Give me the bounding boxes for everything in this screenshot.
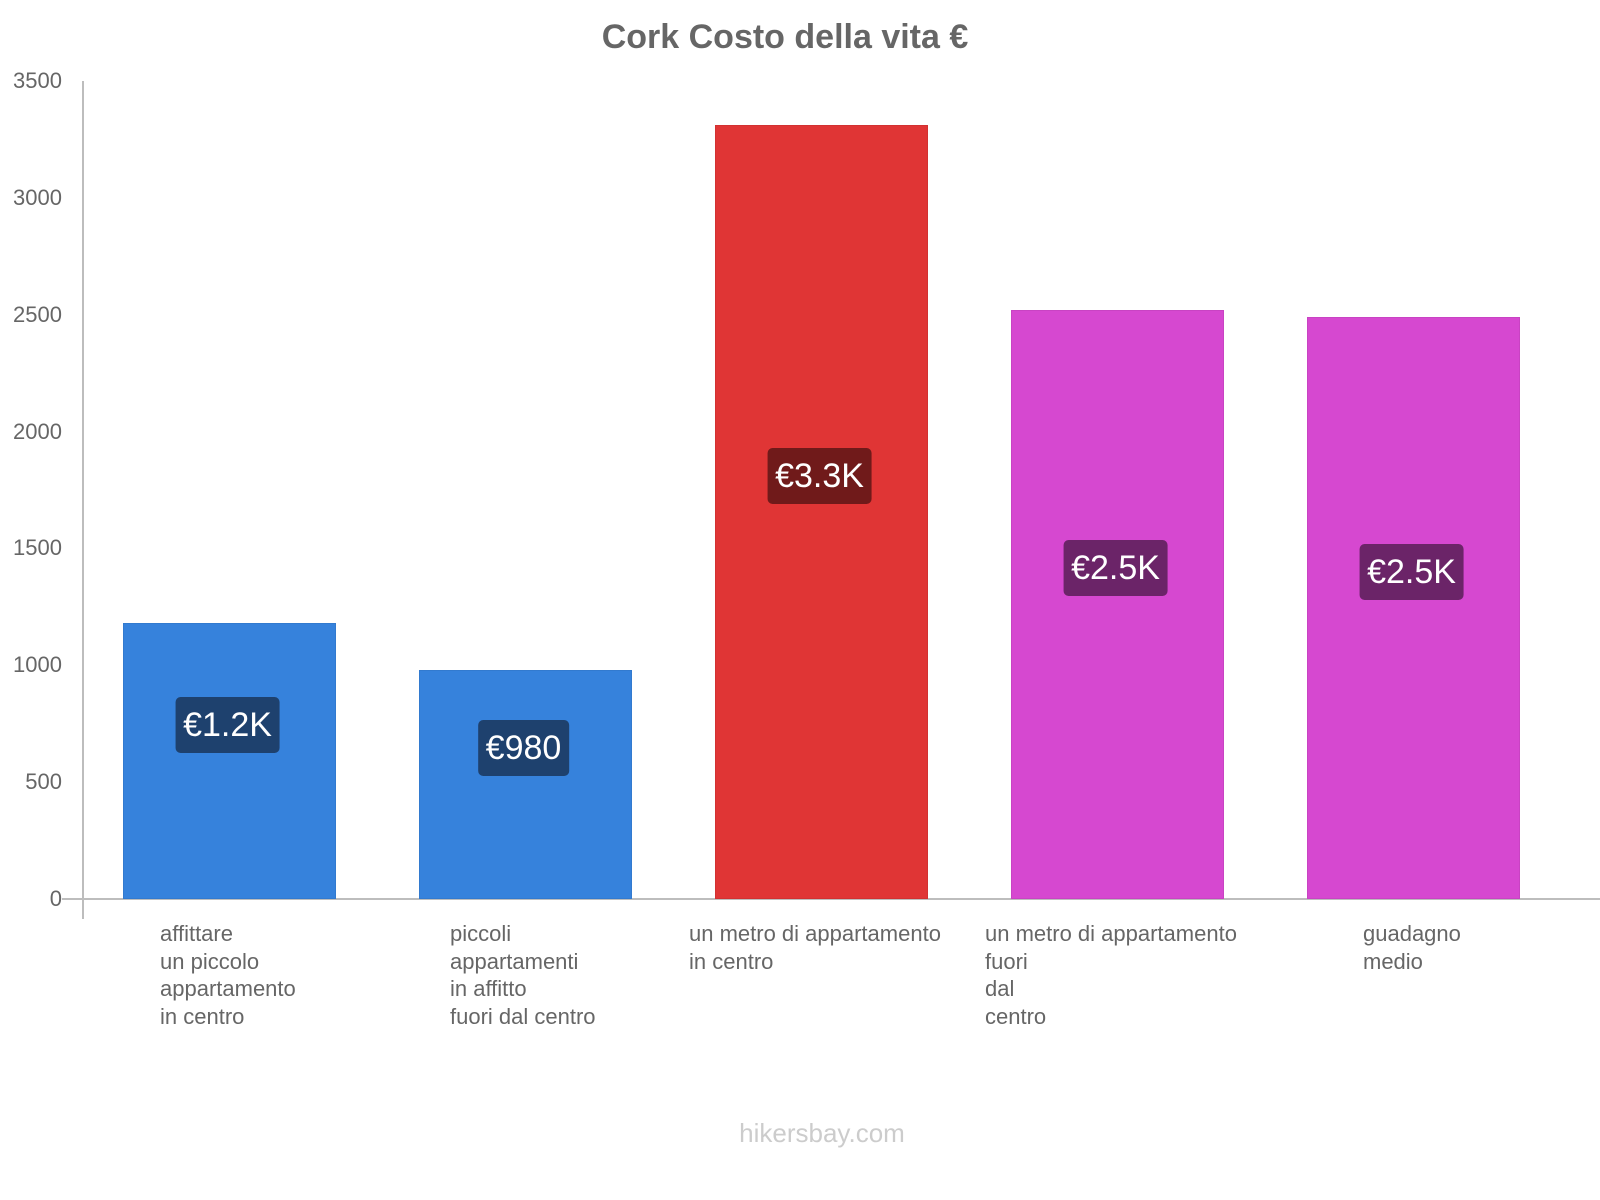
chart-title: Cork Costo della vita € [601,18,969,56]
y-tick-label: 0 [49,886,62,911]
x-category-label: affittare un piccolo appartamento in cen… [160,921,296,1029]
y-tick-label: 1500 [13,535,62,561]
x-category-label: piccoli appartamenti in affitto fuori da… [450,921,596,1029]
x-category-label: un metro di appartamento in centro [689,921,941,974]
x-category-label: un metro di appartamento fuori dal centr… [985,921,1237,1029]
x-axis-line [62,898,1600,900]
y-tick-label: 2000 [13,418,62,444]
bar-value-label: €1.2K [175,697,280,753]
y-tick-label: 3000 [13,184,62,210]
y-axis-line [82,81,84,919]
y-tick-label: 500 [25,769,62,795]
y-tick-label: 2500 [13,301,62,327]
bar[interactable] [419,669,632,899]
bar[interactable] [1307,317,1520,899]
y-tick-label: 1000 [13,652,62,678]
bar-value-label: €3.3K [767,448,872,504]
bar-value-label: €2.5K [1063,540,1168,596]
y-tick-label: 3500 [13,68,62,93]
bar[interactable] [1011,310,1224,899]
bar[interactable] [715,125,928,899]
watermark: hikersbay.com [739,1118,905,1148]
bar[interactable] [123,623,336,899]
bar-value-label: €980 [477,720,570,776]
x-category-label: guadagno medio [1363,921,1461,974]
bar-value-label: €2.5K [1359,544,1464,600]
